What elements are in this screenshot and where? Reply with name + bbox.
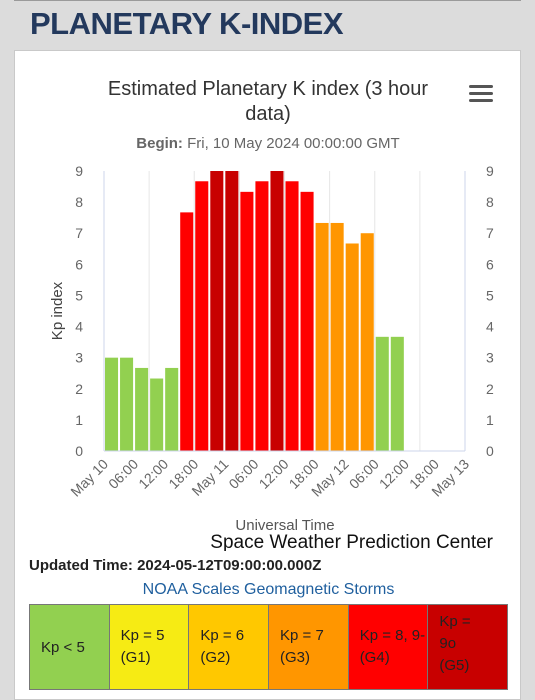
kp-bar xyxy=(330,222,344,451)
kp-bar xyxy=(240,191,254,451)
y-tick-label-right: 8 xyxy=(486,194,494,210)
kp-bar xyxy=(270,171,284,451)
kp-bar xyxy=(165,367,179,451)
x-tick-label: 06:00 xyxy=(225,456,261,492)
scale-cell-text: Kp = 5 xyxy=(120,627,165,644)
y-tick-label-right: 1 xyxy=(486,412,494,428)
top-divider xyxy=(14,0,521,1)
chart-subtitle: Begin: Fri, 10 May 2024 00:00:00 GMT xyxy=(136,135,399,152)
y-tick-label-left: 3 xyxy=(75,350,83,366)
chart-title-line1: Estimated Planetary K index (3 hour xyxy=(108,78,429,100)
subtitle-label: Begin: xyxy=(136,135,187,152)
scale-cell-text: (G5) xyxy=(439,657,470,674)
kp-bar xyxy=(120,357,134,451)
scale-cell: Kp = 9o (G5) xyxy=(428,605,508,689)
kp-bar xyxy=(390,336,404,451)
updated-label: Updated Time: xyxy=(29,557,133,574)
kp-bar xyxy=(135,367,149,451)
x-axis-title: Universal Time xyxy=(235,517,334,534)
y-tick-label-right: 9 xyxy=(486,163,494,179)
kp-chart: Estimated Planetary K index (3 hour data)… xyxy=(49,78,494,551)
kp-chart-card: Estimated Planetary K index (3 hour data)… xyxy=(14,50,521,700)
scale-cell: Kp = 8, 9- (G4) xyxy=(348,605,429,689)
scale-cell-text: Kp = 6 xyxy=(200,627,245,644)
updated-time: Updated Time: 2024-05-12T09:00:00.000Z xyxy=(29,557,321,574)
chart-title-line2: data) xyxy=(245,103,291,125)
x-tick-label: 06:00 xyxy=(105,456,141,492)
x-tick-label: 06:00 xyxy=(346,456,382,492)
kp-bar xyxy=(195,181,209,451)
hamburger-menu-icon[interactable] xyxy=(469,85,493,103)
x-tick-label: 12:00 xyxy=(256,456,292,492)
kp-bar xyxy=(105,357,119,451)
y-tick-label-right: 5 xyxy=(486,287,494,303)
kp-bar xyxy=(375,336,389,451)
y-tick-label-right: 0 xyxy=(486,443,494,459)
scale-cell: Kp < 5 xyxy=(30,605,110,689)
kp-bar xyxy=(345,243,359,451)
y-tick-label-left: 7 xyxy=(75,225,83,241)
y-tick-label-right: 2 xyxy=(486,381,494,397)
kp-bar xyxy=(285,181,299,451)
y-axis-title: Kp index xyxy=(49,281,66,340)
subtitle-value: Fri, 10 May 2024 00:00:00 GMT xyxy=(187,135,400,152)
page-title: PLANETARY K-INDEX xyxy=(30,6,344,41)
scale-cell-text: 9o xyxy=(439,635,457,652)
y-tick-label-right: 4 xyxy=(486,319,494,335)
y-tick-label-left: 6 xyxy=(75,256,83,272)
kp-bar xyxy=(150,378,164,451)
scale-cell-text: (G3) xyxy=(280,649,311,666)
y-tick-label-left: 2 xyxy=(75,381,83,397)
y-tick-label-left: 4 xyxy=(75,319,83,335)
x-tick-label: 12:00 xyxy=(135,456,171,492)
y-tick-label-left: 1 xyxy=(75,412,83,428)
y-tick-label-left: 8 xyxy=(75,194,83,210)
scale-cell: Kp = 5 (G1) xyxy=(109,605,190,689)
noaa-scales-link[interactable]: NOAA Scales Geomagnetic Storms xyxy=(142,581,395,598)
y-tick-label-left: 0 xyxy=(75,443,83,459)
y-tick-label-left: 5 xyxy=(75,287,83,303)
scale-cell-text: Kp < 5 xyxy=(41,639,85,656)
scale-cell-text: (G2) xyxy=(200,649,231,666)
noaa-scale-legend: Kp < 5 Kp = 5 (G1) Kp = 6 (G2) Kp = 7 (G3) Kp =… xyxy=(29,604,508,690)
y-tick-label-right: 6 xyxy=(486,256,494,272)
scale-cell: Kp = 6 (G2) xyxy=(189,605,270,689)
scale-cell-text: (G4) xyxy=(359,649,390,666)
scale-cell: Kp = 7 (G3) xyxy=(269,605,349,689)
scale-cell-text: (G1) xyxy=(120,649,151,666)
y-tick-label-right: 7 xyxy=(486,225,494,241)
x-tick-label: 12:00 xyxy=(376,456,412,492)
updated-value: 2024-05-12T09:00:00.000Z xyxy=(137,557,322,574)
y-tick-label-left: 9 xyxy=(75,163,83,179)
kp-bar xyxy=(180,212,194,451)
kp-bar xyxy=(255,181,269,451)
y-tick-label-right: 3 xyxy=(486,350,494,366)
kp-bar xyxy=(315,222,329,451)
scale-cell-text: Kp = 7 xyxy=(280,627,324,644)
kp-bar xyxy=(300,191,314,451)
scale-cell-text: Kp = xyxy=(439,613,471,630)
kp-bar xyxy=(225,171,239,451)
x-tick-label: May 10 xyxy=(67,456,111,500)
kp-bar xyxy=(210,171,224,451)
kp-bar xyxy=(360,233,374,451)
chart-credit: Space Weather Prediction Center xyxy=(210,532,493,551)
scale-cell-text: Kp = 8, 9- xyxy=(359,627,426,644)
